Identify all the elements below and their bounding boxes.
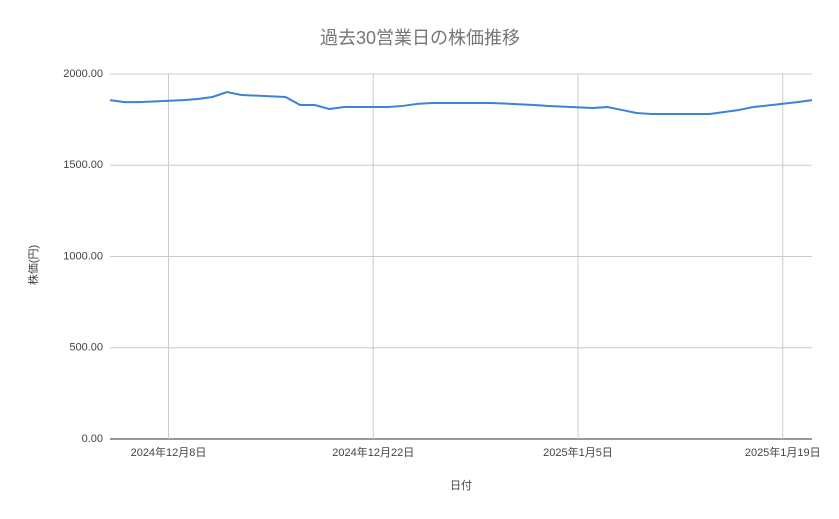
x-axis-title: 日付 <box>450 479 472 492</box>
y-axis-title: 株価(円) <box>26 245 40 285</box>
chart-title: 過去30営業日の株価推移 <box>320 28 520 48</box>
y-tick-label: 1500.00 <box>63 159 103 171</box>
x-tick-label: 2025年1月5日 <box>543 445 613 459</box>
y-tick-label: 1000.00 <box>63 250 103 262</box>
x-tick-label: 2024年12月8日 <box>131 445 207 459</box>
y-tick-label: 2000.00 <box>63 68 103 80</box>
x-tick-label: 2024年12月22日 <box>332 445 414 459</box>
y-tick-label: 500.00 <box>69 342 103 354</box>
y-tick-label: 0.00 <box>82 433 103 445</box>
price-line <box>109 91 813 115</box>
x-tick-label: 2025年1月19日 <box>745 445 821 459</box>
